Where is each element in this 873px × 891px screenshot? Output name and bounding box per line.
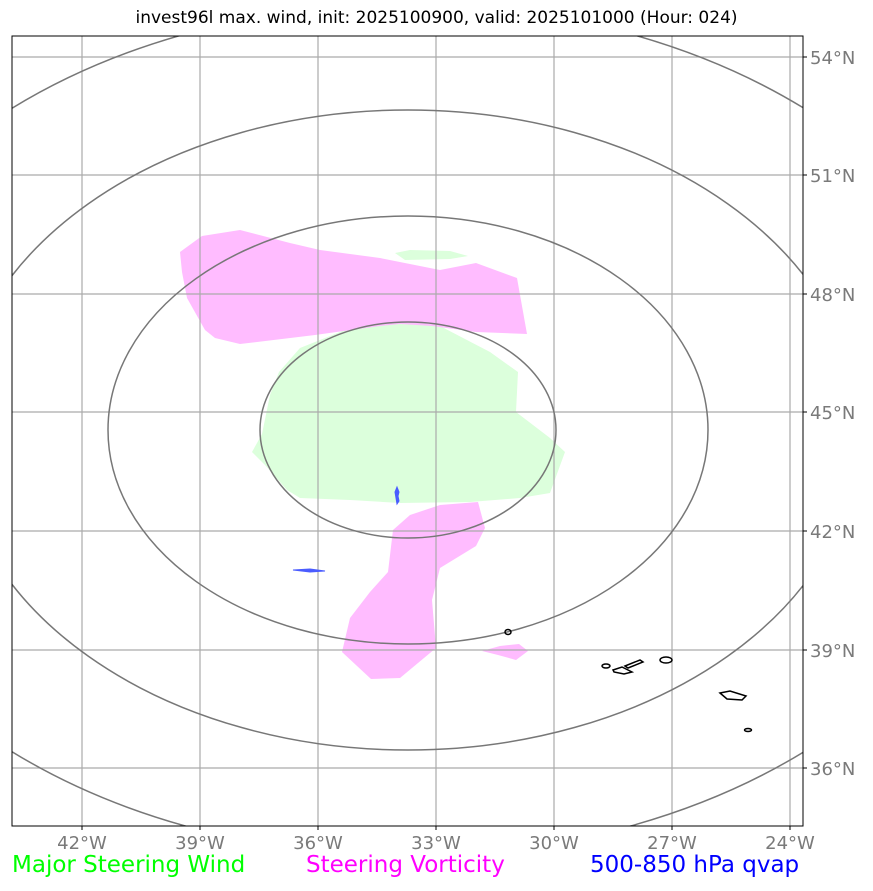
island-outline [718, 690, 748, 701]
lat-tick-label: 48°N [810, 285, 855, 306]
range-rings [12, 36, 803, 826]
lon-tick-label: 27°W [647, 833, 697, 854]
range-ring-inner [259, 321, 557, 539]
longitude-gridlines [81, 36, 791, 826]
island-outline [623, 659, 645, 669]
longitude-labels: 42°W 39°W 36°W 33°W 30°W 27°W 24°W [57, 833, 815, 854]
lat-tick-label: 36°N [810, 759, 855, 780]
island-outline [611, 666, 635, 675]
legend-qvap: 500-850 hPa qvap [590, 852, 800, 878]
island-outline [659, 656, 673, 664]
lat-tick-label: 39°N [810, 641, 855, 662]
lon-tick-label: 24°W [765, 833, 815, 854]
lat-tick-label: 51°N [810, 166, 855, 187]
steering-wind-area [395, 250, 468, 260]
lon-tick-label: 39°W [175, 833, 225, 854]
steering-vorticity-area [180, 230, 527, 344]
legend-steering-wind: Major Steering Wind [12, 852, 246, 878]
qvap-contours [292, 485, 400, 573]
lat-tick-label: 54°N [810, 48, 855, 69]
legend-steering-vorticity: Steering Vorticity [306, 852, 505, 878]
lon-tick-label: 33°W [411, 833, 461, 854]
qvap-contour [394, 485, 400, 506]
coastline-islands [504, 628, 753, 733]
steering-wind-area [252, 324, 565, 503]
map-title: invest96l max. wind, init: 2025100900, v… [135, 8, 738, 28]
island-outline [743, 727, 753, 733]
range-ring-3 [12, 109, 803, 751]
lat-tick-label: 45°N [810, 403, 855, 424]
tick-marks [81, 56, 807, 830]
plot-frame [11, 35, 804, 827]
qvap-contour [292, 568, 326, 573]
range-ring-2 [107, 215, 709, 645]
lon-tick-label: 36°W [293, 833, 343, 854]
lat-tick-label: 42°N [810, 522, 855, 543]
latitude-labels: 54°N 51°N 48°N 45°N 42°N 39°N 36°N [810, 48, 855, 780]
island-outline [601, 663, 611, 669]
steering-vorticity-area [342, 502, 485, 679]
lon-tick-label: 42°W [57, 833, 107, 854]
lon-tick-label: 30°W [529, 833, 579, 854]
island-outline [504, 628, 512, 636]
steering-vorticity-area [482, 644, 528, 660]
